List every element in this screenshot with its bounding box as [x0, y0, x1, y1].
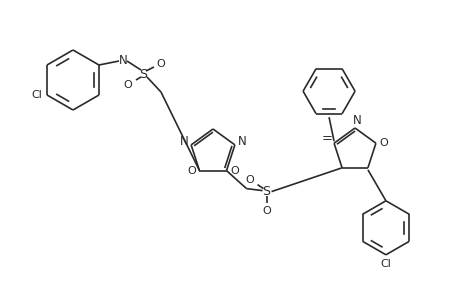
Text: O: O — [245, 175, 253, 184]
Text: S: S — [139, 68, 147, 80]
Text: Cl: Cl — [32, 90, 42, 100]
Text: O: O — [156, 59, 165, 69]
Text: N: N — [179, 135, 188, 148]
Text: N: N — [118, 53, 127, 67]
Text: N: N — [352, 113, 361, 127]
Text: Cl: Cl — [380, 259, 391, 269]
Text: O: O — [379, 138, 387, 148]
Text: S: S — [262, 185, 270, 198]
Text: O: O — [187, 166, 196, 176]
Text: O: O — [230, 166, 238, 176]
Text: N: N — [237, 135, 246, 148]
Text: =: = — [321, 132, 332, 145]
Text: O: O — [262, 206, 270, 216]
Text: O: O — [123, 80, 132, 90]
